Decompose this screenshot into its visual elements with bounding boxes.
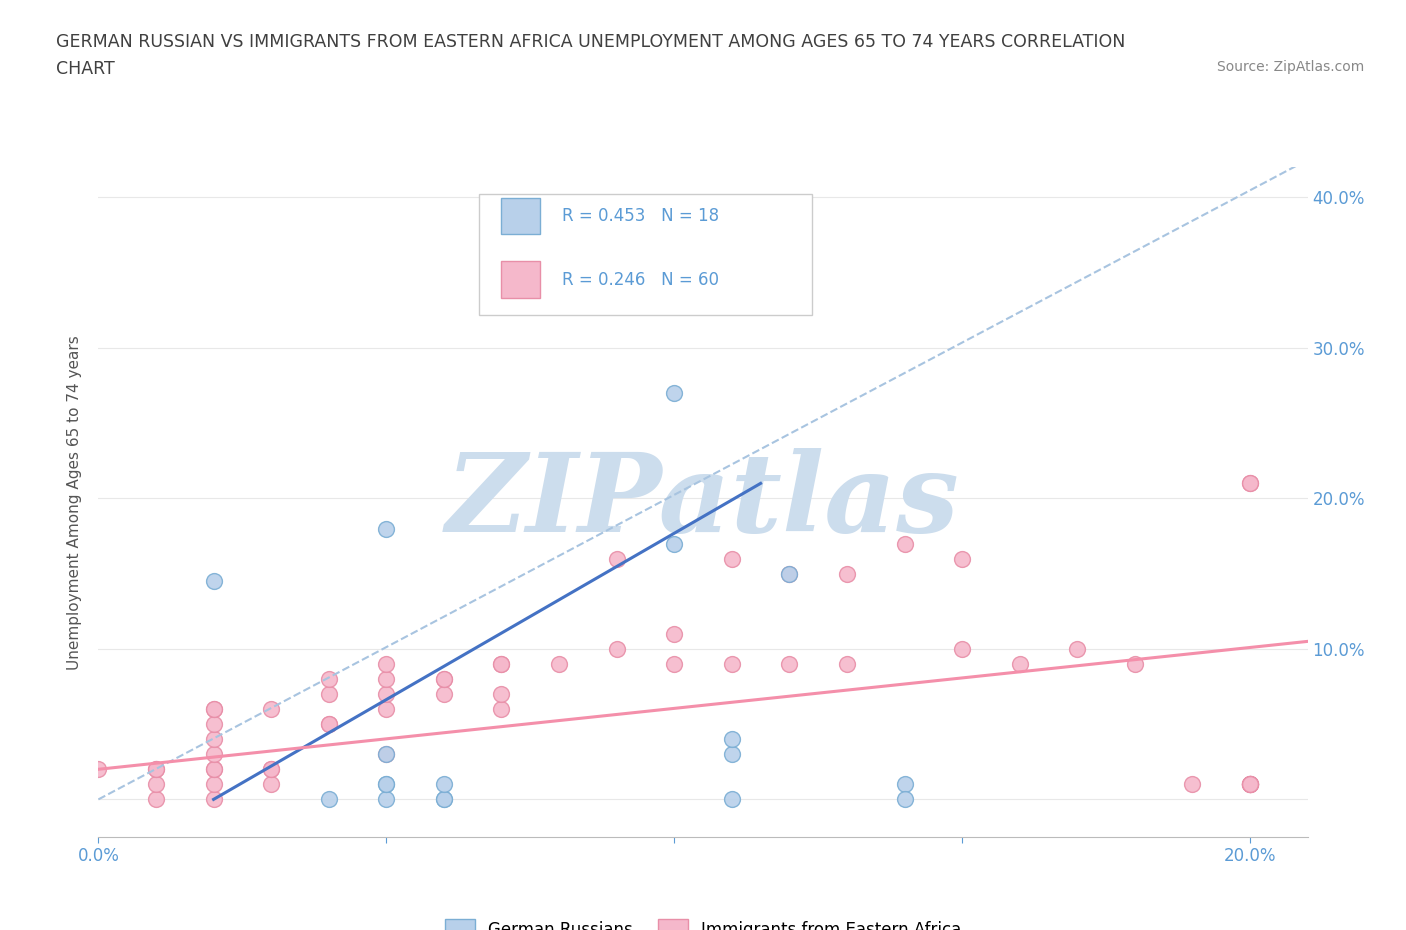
Point [720, 551, 742, 566]
Point [318, 671, 340, 686]
Point [433, 671, 456, 686]
Point [318, 686, 340, 701]
Point [375, 686, 398, 701]
Point [318, 717, 340, 732]
Y-axis label: Unemployment Among Ages 65 to 74 years: Unemployment Among Ages 65 to 74 years [66, 335, 82, 670]
Point [87, 762, 110, 777]
Point [1066, 642, 1088, 657]
Point [664, 386, 686, 401]
Point [375, 792, 398, 807]
Point [835, 657, 858, 671]
Point [1123, 657, 1146, 671]
Point [1239, 777, 1261, 791]
Point [1239, 777, 1261, 791]
Point [202, 574, 225, 589]
Point [433, 686, 456, 701]
Point [664, 536, 686, 551]
Point [260, 762, 283, 777]
Bar [501, 197, 540, 234]
Point [1008, 657, 1031, 671]
Point [145, 762, 167, 777]
Point [145, 777, 167, 791]
Point [1239, 777, 1261, 791]
Point [375, 777, 398, 791]
FancyBboxPatch shape [479, 194, 811, 314]
Point [318, 792, 340, 807]
Point [778, 657, 800, 671]
Point [664, 627, 686, 642]
Point [491, 686, 513, 701]
Point [548, 657, 571, 671]
Point [202, 701, 225, 716]
Point [260, 777, 283, 791]
Point [260, 762, 283, 777]
Text: ZIPatlas: ZIPatlas [446, 448, 960, 556]
Point [433, 792, 456, 807]
Point [202, 762, 225, 777]
Point [202, 732, 225, 747]
Point [1239, 476, 1261, 491]
Point [606, 642, 628, 657]
Point [1181, 777, 1204, 791]
Point [260, 701, 283, 716]
Point [375, 747, 398, 762]
Point [202, 717, 225, 732]
Text: R = 0.453   N = 18: R = 0.453 N = 18 [561, 207, 718, 225]
Point [893, 536, 915, 551]
Point [1239, 777, 1261, 791]
Text: Source: ZipAtlas.com: Source: ZipAtlas.com [1216, 60, 1364, 74]
Point [202, 747, 225, 762]
Point [1239, 777, 1261, 791]
Text: CHART: CHART [56, 60, 115, 78]
Point [433, 777, 456, 791]
Point [835, 566, 858, 581]
Point [145, 762, 167, 777]
Point [720, 732, 742, 747]
Point [491, 657, 513, 671]
Point [318, 717, 340, 732]
Point [202, 777, 225, 791]
Point [778, 566, 800, 581]
Point [375, 747, 398, 762]
Point [1239, 476, 1261, 491]
Point [950, 551, 973, 566]
Point [433, 792, 456, 807]
Point [606, 551, 628, 566]
Point [950, 642, 973, 657]
Point [375, 671, 398, 686]
Text: GERMAN RUSSIAN VS IMMIGRANTS FROM EASTERN AFRICA UNEMPLOYMENT AMONG AGES 65 TO 7: GERMAN RUSSIAN VS IMMIGRANTS FROM EASTER… [56, 33, 1126, 50]
Point [433, 671, 456, 686]
Point [202, 792, 225, 807]
Point [491, 657, 513, 671]
Bar [501, 261, 540, 298]
Point [893, 792, 915, 807]
Point [893, 777, 915, 791]
Point [491, 701, 513, 716]
Text: R = 0.246   N = 60: R = 0.246 N = 60 [561, 271, 718, 288]
Point [202, 701, 225, 716]
Point [720, 657, 742, 671]
Legend: German Russians, Immigrants from Eastern Africa: German Russians, Immigrants from Eastern… [439, 912, 967, 930]
Point [375, 657, 398, 671]
Point [778, 566, 800, 581]
Point [375, 701, 398, 716]
Point [664, 657, 686, 671]
Point [1239, 777, 1261, 791]
Point [145, 792, 167, 807]
Point [375, 777, 398, 791]
Point [720, 747, 742, 762]
Point [375, 521, 398, 536]
Point [720, 792, 742, 807]
Point [202, 762, 225, 777]
